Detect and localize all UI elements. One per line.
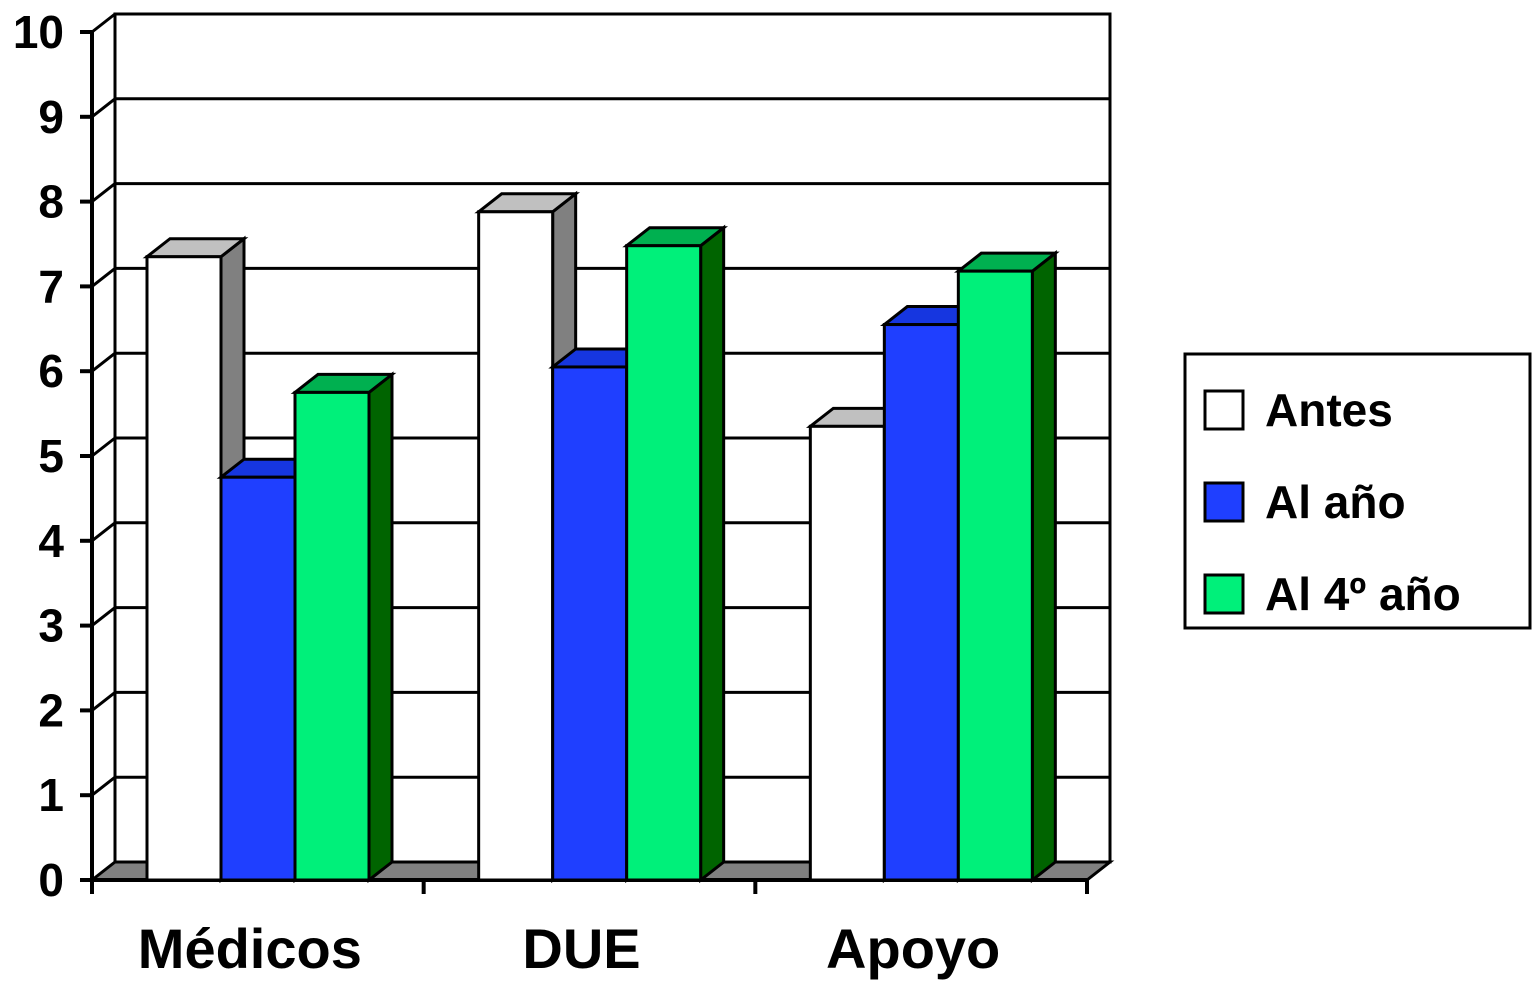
bar-front	[551, 365, 629, 882]
x-axis-labels: Médicos DUE Apoyo	[90, 880, 1089, 980]
x-tick-label: Apoyo	[826, 917, 1000, 980]
y-tick-label: 5	[38, 430, 64, 482]
y-tick-label: 3	[38, 600, 64, 652]
bar-side	[699, 224, 726, 884]
legend-swatch	[1203, 481, 1245, 523]
bar	[622, 224, 729, 884]
bar-front	[882, 323, 960, 882]
bar-front	[808, 424, 886, 882]
y-tick-label: 6	[38, 345, 64, 397]
legend-item: Al 4º año	[1203, 568, 1461, 620]
gridline-side	[91, 267, 116, 288]
bar	[290, 371, 397, 884]
gridline-side	[91, 352, 116, 373]
y-tick-label: 7	[38, 260, 64, 312]
legend-item: Al año	[1203, 476, 1406, 528]
bar-side	[1030, 250, 1057, 884]
y-tick-label: 10	[13, 6, 64, 58]
bar-front	[956, 269, 1034, 882]
x-tick-label: DUE	[522, 917, 640, 980]
gridline-side	[91, 436, 116, 458]
bar-front	[477, 210, 555, 882]
bar-front	[145, 255, 223, 882]
gridline-side	[91, 182, 116, 203]
gridline-side	[91, 606, 116, 627]
gridline-side	[91, 12, 116, 34]
bars	[142, 190, 1060, 884]
y-tick-label: 4	[38, 515, 64, 567]
legend-swatch	[1203, 389, 1245, 431]
bar-front	[625, 244, 703, 882]
legend-swatch	[1203, 573, 1245, 615]
legend-label: Antes	[1265, 384, 1393, 436]
legend-label: Al 4º año	[1265, 568, 1461, 620]
gridline-side	[91, 691, 116, 712]
legend-item: Antes	[1203, 384, 1393, 436]
y-tick-label: 2	[38, 684, 64, 736]
gridline-side	[91, 521, 116, 542]
legend-label: Al año	[1265, 476, 1406, 528]
bar-side	[367, 371, 394, 884]
bar-front	[293, 390, 371, 882]
y-tick-label: 1	[38, 769, 64, 821]
gridline-side	[91, 97, 116, 118]
bar	[953, 250, 1060, 884]
bar-front	[219, 475, 297, 882]
y-axis-ticks: 0 1 2 3 4 5 6 7 8 9 10	[13, 6, 92, 906]
legend: Antes Al año Al 4º año	[1183, 352, 1532, 630]
gridline-side	[91, 776, 116, 797]
y-tick-label: 0	[38, 854, 64, 906]
y-tick-label: 9	[38, 91, 64, 143]
x-tick-label: Médicos	[138, 917, 362, 980]
y-tick-label: 8	[38, 176, 64, 228]
